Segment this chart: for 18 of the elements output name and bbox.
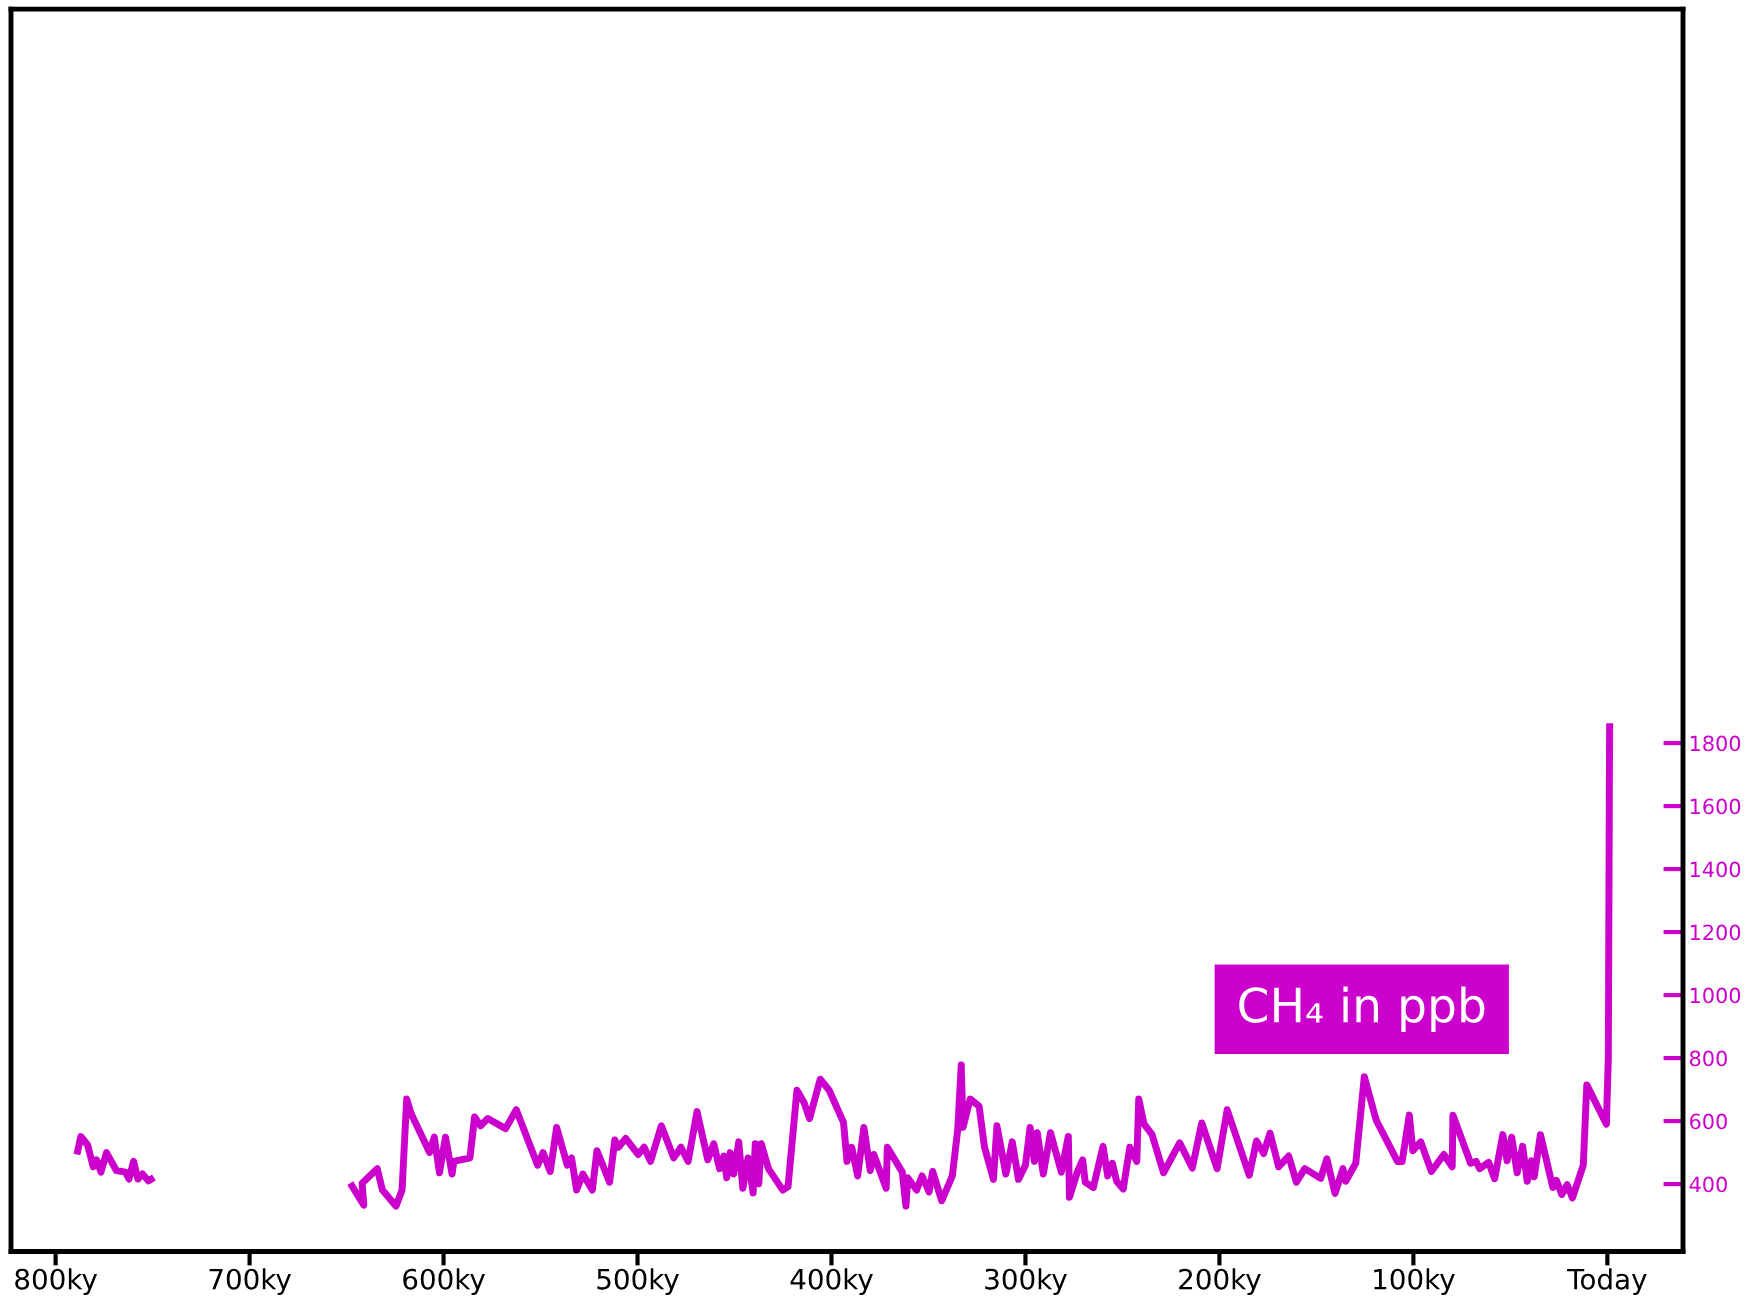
x-tick-label: 100ky [1374,1268,1455,1296]
x-tick-label: 200ky [1179,1268,1261,1296]
x-tick-label: 800ky [15,1268,98,1296]
y-tick-label: 400 [1689,1176,1727,1193]
x-tick-label: Today [1567,1268,1647,1296]
annotation: CH₄ in ppb [1239,986,1485,1033]
y-tick-label: 800 [1689,1050,1727,1067]
y-tick-label: 600 [1690,1113,1727,1130]
y-tick-label: 1000 [1690,987,1741,1004]
y-tick-label: 1200 [1690,924,1741,941]
x-tick-label: 300ky [985,1268,1067,1296]
x-tick-label: 500ky [597,1268,679,1296]
x-tick-label: 400ky [790,1268,873,1296]
y-tick-label: 1400 [1690,861,1741,878]
x-tick-label: 700ky [209,1268,292,1296]
x-tick-label: 600ky [403,1268,485,1296]
y-tick-label: 1800 [1690,735,1741,752]
y-tick-label: 1600 [1690,798,1741,815]
